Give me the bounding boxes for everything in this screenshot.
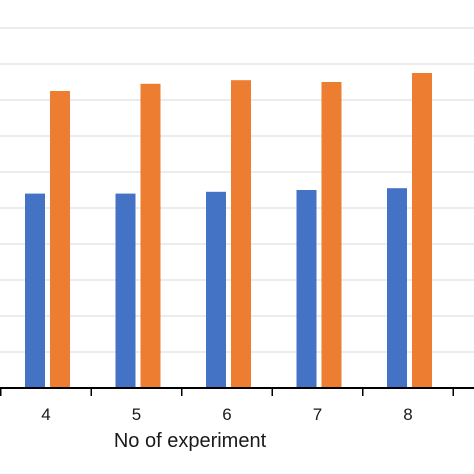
bar-series-1-category-5 <box>115 193 136 388</box>
bar-series-1-category-7 <box>296 190 317 388</box>
bar-series-2-category-6 <box>231 80 251 388</box>
bar-series-2-category-8 <box>412 73 432 388</box>
bar-series-2-category-4 <box>50 91 70 388</box>
bar-series-2-category-5 <box>140 83 161 389</box>
bar-series-1-category-6 <box>206 191 226 388</box>
x-tick-label: 8 <box>403 405 412 424</box>
x-tick-labels: 4 5 6 7 8 <box>41 405 412 424</box>
bar-series-1-category-4 <box>25 193 45 388</box>
x-axis-ticks <box>0 388 454 396</box>
x-axis-title: No of experiment <box>114 430 267 452</box>
bar-series-1-category-8 <box>387 188 407 388</box>
x-tick-label: 5 <box>132 405 141 424</box>
bar-series-2-category-7 <box>321 82 342 388</box>
x-tick-label: 6 <box>222 405 231 424</box>
bars <box>25 73 432 389</box>
x-tick-label: 7 <box>313 405 322 424</box>
x-tick-label: 4 <box>41 405 50 424</box>
